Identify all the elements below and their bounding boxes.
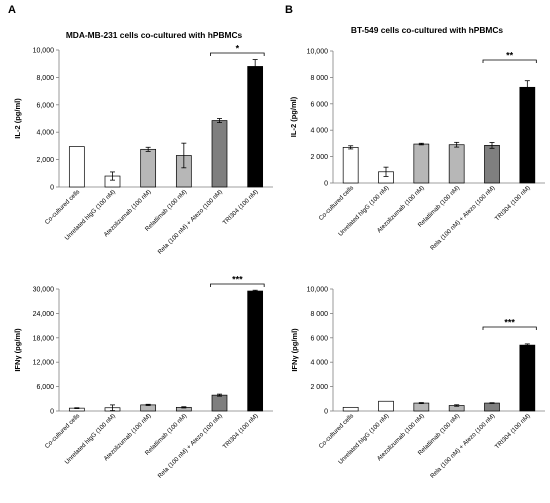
bar (519, 344, 536, 412)
y-tick-label: 10,000 (33, 48, 55, 55)
category-label: Co-cultured cells (318, 184, 356, 222)
y-tick-label: 0 (324, 409, 328, 416)
significance-bracket (210, 52, 265, 56)
y-tick-label: 12,000 (33, 360, 55, 367)
category-label: Co-cultured cells (44, 188, 82, 226)
y-tick-label: 4 000 (310, 360, 328, 367)
bar (211, 120, 228, 188)
bar (484, 402, 500, 412)
y-tick-label: 2 000 (310, 384, 328, 391)
chart-panel-0: 0 2,000 4,000 6,000 8,000 10,000 IL-2 (pg/ml) C… (13, 44, 273, 256)
panel-title: BT-549 cells co-cultured with hPBMCs (351, 25, 504, 35)
y-tick-label: 6,000 (36, 384, 54, 391)
y-tick-label: 0 (50, 409, 54, 416)
bar (413, 143, 430, 184)
bar (519, 86, 536, 184)
bar (68, 146, 85, 188)
category-label: Rela (100 nM) + Atezo (100 nM) (157, 188, 224, 255)
panel-letter: A (8, 4, 16, 16)
y-axis-label: IL-2 (pg/ml) (289, 96, 298, 137)
y-tick-label: 4 000 (310, 128, 328, 135)
y-tick-label: 6 000 (310, 101, 328, 108)
significance-bracket (482, 59, 537, 63)
category-label: TRI304 (100 nM) (494, 184, 532, 222)
bar (413, 402, 430, 412)
bar (140, 148, 157, 188)
panel-letter: B (285, 4, 293, 16)
chart-panel-1: 0 2 000 4 000 6 000 8 000 10,000 IL-2 (pg/ml) C… (289, 49, 545, 252)
category-label: TRI304 (100 nM) (222, 412, 260, 450)
y-tick-label: 8,000 (36, 75, 54, 82)
y-tick-label: 8 000 (310, 75, 328, 82)
significance-bracket (482, 326, 537, 330)
bar (247, 290, 264, 412)
bar (484, 145, 500, 184)
y-tick-label: 18,000 (33, 335, 55, 342)
significance-label: *** (504, 318, 515, 328)
category-label: TRI304 (100 nM) (494, 412, 532, 450)
y-tick-label: 0 (50, 185, 54, 192)
panel-title: MDA-MB-231 cells co-cultured with hPBMCs (66, 30, 243, 40)
y-tick-label: 2,000 (36, 157, 54, 164)
y-tick-label: 6,000 (36, 102, 54, 109)
bar (211, 394, 228, 412)
y-tick-label: 10,000 (307, 49, 329, 56)
y-tick-label: 2 000 (310, 154, 328, 161)
significance-bracket (210, 283, 265, 287)
chart-panel-2: 0 6,000 12,000 18,000 24,000 30,000 IFNγ (pg/m… (13, 275, 273, 480)
y-tick-label: 6 000 (310, 335, 328, 342)
bar (247, 66, 264, 188)
category-label: Co-cultured cells (44, 412, 82, 450)
bar (378, 400, 394, 412)
category-label: Rela (100 nM) + Atezo (100 nM) (429, 184, 496, 251)
category-label: Rela (100 nM) + Atezo (100 nM) (157, 412, 224, 479)
significance-label: ** (506, 51, 514, 61)
bar (342, 147, 359, 184)
y-axis-label: IFNγ (pg/ml) (13, 328, 22, 372)
significance-label: * (236, 44, 240, 54)
chart-panel-3: 0 2 000 4 000 6 000 8 000 10,000 IFNγ (pg/ml) C… (290, 287, 545, 480)
y-axis-label: IFNγ (pg/ml) (290, 328, 299, 372)
category-label: Co-cultured cells (318, 412, 356, 450)
category-label: TRI304 (100 nM) (222, 188, 260, 226)
y-tick-label: 24,000 (33, 311, 55, 318)
bar (448, 144, 465, 184)
y-tick-label: 10,000 (307, 287, 329, 294)
bar (342, 406, 359, 412)
significance-label: *** (232, 275, 243, 285)
category-label: Rela (100 nM) + Atezo (100 nM) (429, 412, 496, 479)
y-tick-label: 4,000 (36, 130, 54, 137)
y-axis-label: IL-2 (pg/ml) (13, 98, 22, 139)
y-tick-label: 8 000 (310, 311, 328, 318)
y-tick-label: 30,000 (33, 287, 55, 294)
y-tick-label: 0 (324, 181, 328, 188)
